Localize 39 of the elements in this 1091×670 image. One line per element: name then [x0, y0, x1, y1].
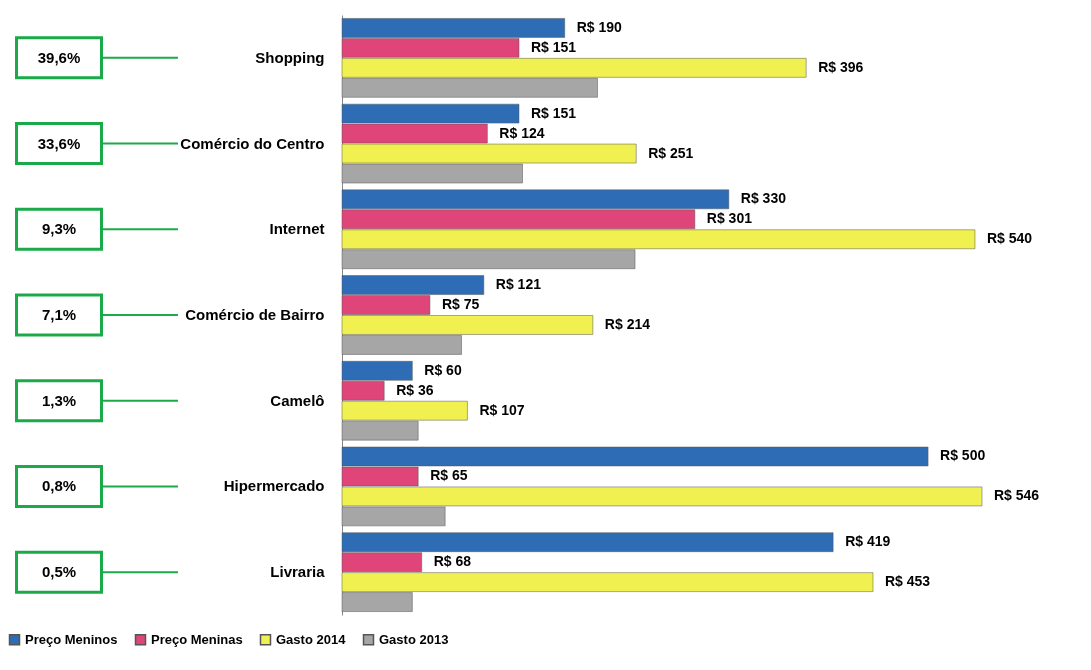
data-label: R$ 65: [430, 467, 468, 484]
legend-label: Preço Meninas: [151, 631, 243, 647]
data-label: R$ 107: [479, 401, 525, 418]
text: 7,1%: [41, 306, 77, 323]
legend-label: Gasto 2013: [379, 631, 449, 647]
data-label: R$ 396: [818, 58, 864, 75]
text: 33,6%: [37, 134, 81, 152]
text: 9,3%: [41, 220, 77, 238]
text: 1,3%: [41, 391, 77, 409]
data-label: R$ 419: [845, 533, 891, 550]
y-tick-label: Comércio de Bairro: [185, 306, 325, 323]
y-tick-label: Internet: [269, 220, 325, 238]
data-label: R$ 124: [499, 124, 545, 141]
data-label: R$ 214: [604, 315, 651, 332]
text: 39,6%: [37, 48, 81, 66]
data-label: R$ 540: [986, 230, 1033, 247]
data-label: R$ 75: [441, 296, 480, 313]
data-label: R$ 68: [433, 553, 472, 570]
text: 0,8%: [41, 477, 77, 495]
data-label: R$ 121: [495, 276, 542, 293]
y-tick-label: Camelô: [270, 391, 325, 409]
data-label: R$ 301: [706, 210, 753, 227]
legend-label: Preço Meninos: [25, 631, 118, 647]
data-label: R$ 500: [940, 447, 986, 464]
data-label: R$ 546: [994, 487, 1040, 504]
y-tick-label: Comércio do Centro: [180, 134, 325, 152]
text: 0,5%: [41, 563, 77, 581]
y-tick-label: Hipermercado: [223, 477, 325, 495]
data-label: R$ 453: [884, 573, 931, 590]
legend-label: Gasto 2014: [276, 631, 347, 647]
data-label: R$ 190: [576, 18, 623, 35]
data-label: R$ 151: [531, 38, 577, 55]
y-tick-label: Livraria: [270, 563, 326, 581]
data-label: R$ 60: [424, 361, 462, 378]
y-tick-label: Shopping: [255, 48, 325, 66]
data-label: R$ 251: [648, 144, 694, 161]
data-label: R$ 151: [531, 104, 577, 121]
data-label: R$ 330: [740, 190, 787, 207]
data-label: R$ 36: [396, 381, 434, 398]
